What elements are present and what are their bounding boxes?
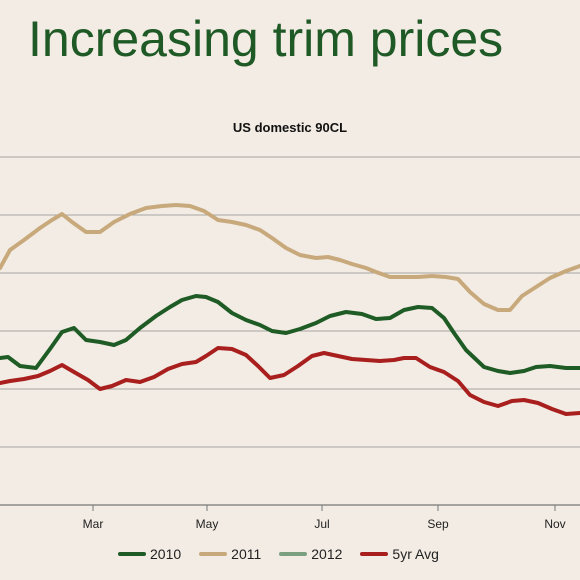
x-tick-label: May <box>196 517 219 531</box>
legend-swatch-2011 <box>199 552 228 556</box>
x-tick-label: Nov <box>544 517 565 531</box>
series-line-2011 <box>0 203 580 312</box>
legend-item-2011: 2011 <box>199 546 261 562</box>
legend-item-2010: 2010 <box>118 546 181 562</box>
series-line-5yr-avg <box>0 346 580 416</box>
x-tick-label: Mar <box>83 517 104 531</box>
series-line-2010 <box>0 294 580 375</box>
x-tick-labels: Mar May Jul Sep Nov <box>83 505 566 531</box>
legend-label-2011: 2011 <box>231 546 262 562</box>
x-tick-label: Sep <box>427 517 449 531</box>
legend-item-5yr-avg: 5yr Avg <box>360 546 439 562</box>
legend-swatch-5yr-avg <box>360 552 389 556</box>
legend-label-5yr-avg: 5yr Avg <box>392 546 439 562</box>
slide-title: Increasing trim prices <box>28 11 504 67</box>
legend-label-2010: 2010 <box>150 546 182 562</box>
legend-item-2012: 2012 <box>279 546 342 562</box>
series-lines <box>0 203 580 416</box>
legend-label-2012: 2012 <box>311 546 343 562</box>
x-tick-label: Jul <box>314 517 329 531</box>
chart-title: US domestic 90CL <box>232 120 348 135</box>
legend-swatch-2012 <box>279 552 308 556</box>
legend-swatch-2010 <box>118 552 146 556</box>
legend: 2010 2011 2012 5yr Avg <box>118 546 439 562</box>
